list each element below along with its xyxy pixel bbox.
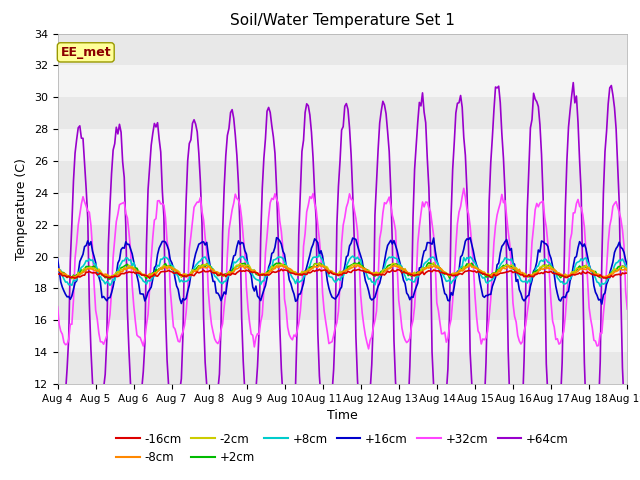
X-axis label: Time: Time xyxy=(327,409,358,422)
Bar xyxy=(58,320,627,352)
Bar xyxy=(58,257,627,288)
Bar xyxy=(58,161,627,193)
Bar xyxy=(58,129,627,161)
Bar xyxy=(58,97,627,129)
Y-axis label: Temperature (C): Temperature (C) xyxy=(15,158,28,260)
Legend: -16cm, -8cm, -2cm, +2cm, +8cm, +16cm, +32cm, +64cm: -16cm, -8cm, -2cm, +2cm, +8cm, +16cm, +3… xyxy=(111,428,573,469)
Bar xyxy=(58,65,627,97)
Text: EE_met: EE_met xyxy=(60,46,111,59)
Bar xyxy=(58,352,627,384)
Bar xyxy=(58,193,627,225)
Title: Soil/Water Temperature Set 1: Soil/Water Temperature Set 1 xyxy=(230,13,455,28)
Bar xyxy=(58,225,627,257)
Bar xyxy=(58,34,627,65)
Bar xyxy=(58,288,627,320)
